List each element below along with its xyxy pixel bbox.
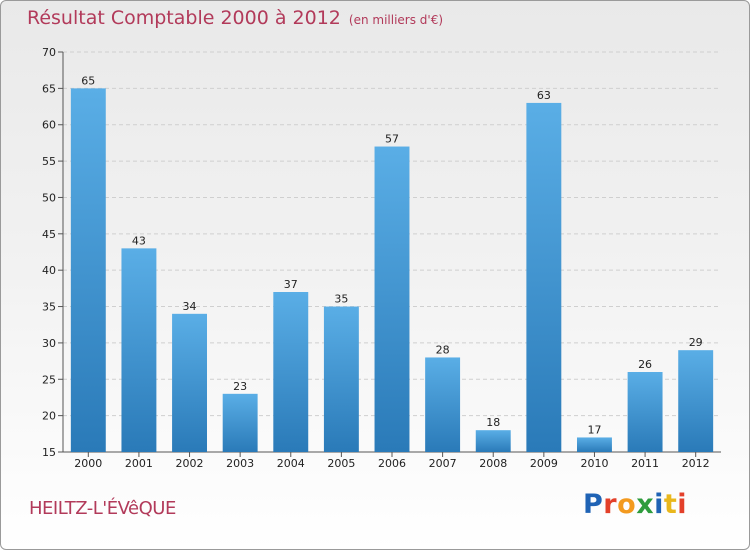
x-tick-label: 2004: [277, 457, 305, 470]
y-tick-label: 25: [42, 373, 56, 386]
commune-name: HEILTZ-L'ÉVêQUE: [29, 498, 176, 519]
bar: [678, 350, 714, 452]
bar: [425, 357, 461, 452]
logo-letter: x: [636, 489, 655, 520]
x-tick-label: 2001: [125, 457, 153, 470]
logo-letter: i: [677, 489, 688, 520]
chart-subtitle: (en milliers d'€): [348, 13, 444, 27]
x-tick-label: 2012: [682, 457, 710, 470]
y-tick-label: 50: [42, 191, 56, 204]
bar: [374, 146, 410, 452]
bar: [475, 430, 511, 452]
bar: [222, 393, 258, 452]
y-tick-label: 45: [42, 228, 56, 241]
bar-value-label: 37: [284, 278, 298, 291]
y-axis-ticks: 15 20 25 30 35 40 45 50 55 60 65 70: [42, 46, 63, 459]
y-tick-label: 30: [42, 337, 56, 350]
x-tick-label: 2010: [580, 457, 608, 470]
bar-value-label: 17: [587, 423, 601, 436]
logo-letter: i: [654, 489, 664, 520]
x-tick-label: 2007: [429, 457, 457, 470]
x-tick-label: 2011: [631, 457, 659, 470]
x-tick-label: 2000: [74, 457, 102, 470]
bar-value-label: 57: [385, 133, 399, 146]
y-tick-label: 15: [42, 446, 56, 459]
y-tick-label: 20: [42, 410, 56, 423]
bar: [121, 248, 157, 452]
x-tick-label: 2002: [176, 457, 204, 470]
bar-value-label: 63: [537, 89, 551, 102]
bar-value-label: 35: [334, 293, 348, 306]
bar-value-label: 28: [436, 343, 450, 356]
bar: [70, 88, 106, 452]
logo-letter: r: [603, 489, 618, 520]
logo-letter: t: [663, 489, 678, 520]
bar-value-label: 26: [638, 358, 652, 371]
logo-letter: P: [583, 489, 604, 520]
logo-letter: o: [617, 489, 637, 520]
y-tick-label: 70: [42, 46, 56, 59]
chart-title: Résultat Comptable 2000 à 2012 (en millie…: [27, 7, 443, 29]
x-tick-label: 2003: [226, 457, 254, 470]
bar: [526, 102, 562, 452]
y-tick-label: 40: [42, 264, 56, 277]
bar: [576, 437, 612, 452]
x-tick-label: 2009: [530, 457, 558, 470]
bar: [323, 306, 359, 452]
bar: [172, 313, 208, 452]
y-tick-label: 60: [42, 119, 56, 132]
y-tick-label: 55: [42, 155, 56, 168]
bar-value-label: 65: [81, 74, 95, 87]
y-tick-label: 35: [42, 301, 56, 314]
bar-value-label: 18: [486, 416, 500, 429]
bar-value-label: 43: [132, 234, 146, 247]
bar: [273, 292, 309, 452]
proxiti-logo: Proxiti: [583, 489, 687, 520]
chart-title-text: Résultat Comptable 2000 à 2012: [27, 7, 341, 29]
x-tick-label: 2008: [479, 457, 507, 470]
bar: [627, 372, 663, 452]
x-axis-ticks: 2000 2001 2002 2003 2004 2005 2006 2007 2008 2009…: [74, 452, 710, 470]
bar-value-label: 34: [183, 300, 197, 313]
x-tick-label: 2005: [327, 457, 355, 470]
bar-value-label: 23: [233, 380, 247, 393]
y-tick-label: 65: [42, 82, 56, 95]
x-tick-label: 2006: [378, 457, 406, 470]
bar-value-label: 29: [689, 336, 703, 349]
bars: 65 43 34 23 37 35 57 28 18 63 17 26 29: [70, 74, 714, 452]
